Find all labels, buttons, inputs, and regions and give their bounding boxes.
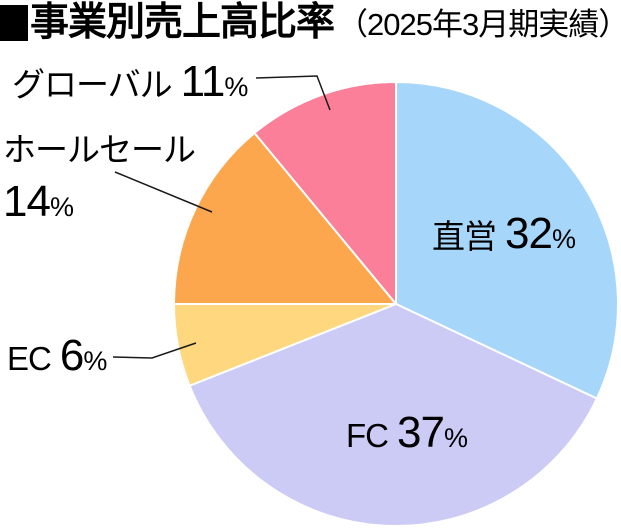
segment-percent-sign-ec: % xyxy=(83,346,108,376)
pie-slice-4 xyxy=(253,81,397,305)
segment-value-chokuei: 32 xyxy=(505,209,553,258)
segment-name-chokuei: 直営 xyxy=(432,218,497,255)
segment-value-global: 11 xyxy=(180,57,226,106)
segment-percent-sign-global: % xyxy=(224,72,249,102)
segment-number-fc: 37% xyxy=(397,411,468,455)
segment-percent-sign-wholesale: % xyxy=(49,192,74,222)
leader-line-global xyxy=(255,75,331,111)
title-sub-text: （2025年3月期実績） xyxy=(337,7,621,42)
segment-number-global: 11% xyxy=(181,60,249,104)
segment-label-chokuei: 直営 32% xyxy=(432,212,576,256)
pie-slice-1 xyxy=(188,303,598,527)
segment-value-ec: 6 xyxy=(59,331,85,380)
pie-slice-3 xyxy=(173,131,397,305)
title-main-text: 事業別売上高比率 xyxy=(30,1,335,44)
segment-value-wholesale: 14 xyxy=(3,177,51,226)
segment-percent-sign-chokuei: % xyxy=(551,224,576,254)
leader-line-wholesale xyxy=(114,171,213,213)
segment-number-wholesale: 14% xyxy=(3,180,74,224)
chart-title: 事業別売上高比率 （2025年3月期実績） xyxy=(0,0,621,47)
pie-slice-0 xyxy=(395,81,619,400)
segment-name-fc: FC xyxy=(346,417,389,454)
segment-value-fc: 37 xyxy=(397,408,445,457)
segment-number-ec: 6% xyxy=(60,334,108,378)
segment-number-chokuei: 32% xyxy=(505,212,576,256)
segment-name-ec: EC xyxy=(7,340,52,377)
segment-label-fc: FC 37% xyxy=(346,411,468,455)
title-square-marker xyxy=(0,5,28,41)
leader-line-ec xyxy=(112,342,197,359)
segment-label-ec: EC 6% xyxy=(7,334,107,378)
segment-label-global: グローバル 11% xyxy=(12,60,248,104)
segment-label-wholesale: ホールセール 14% xyxy=(3,131,196,224)
segment-percent-sign-fc: % xyxy=(443,423,468,453)
segment-name-wholesale: ホールセール xyxy=(3,131,196,168)
segment-name-global: グローバル xyxy=(12,66,173,103)
